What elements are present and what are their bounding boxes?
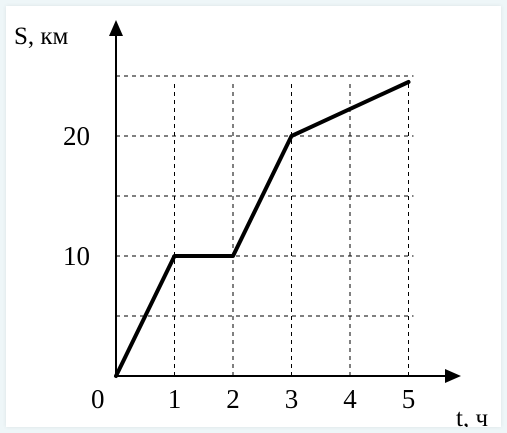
- x-axis-arrow-icon: [445, 369, 461, 383]
- chart-panel: S, км t, ч 0 1 2 3 4 5 10 20: [6, 6, 501, 432]
- x-tick-label: 3: [285, 384, 299, 414]
- labels: S, км t, ч 0 1 2 3 4 5 10 20: [14, 23, 488, 432]
- x-tick-label: 2: [226, 384, 240, 414]
- x-tick-label: 4: [343, 384, 357, 414]
- origin-label: 0: [91, 384, 105, 414]
- series-line: [114, 80, 411, 378]
- y-tick-label: 20: [63, 121, 90, 151]
- y-axis-label: S, км: [14, 23, 69, 50]
- y-tick-label: 10: [63, 241, 90, 271]
- axes: [109, 20, 461, 383]
- series: [114, 80, 411, 378]
- grid: [116, 75, 414, 376]
- x-tick-label: 1: [168, 384, 182, 414]
- x-axis-label: t, ч: [456, 405, 488, 427]
- x-tick-label: 5: [402, 384, 416, 414]
- distance-time-chart: S, км t, ч 0 1 2 3 4 5 10 20: [14, 20, 488, 432]
- y-axis-arrow-icon: [109, 20, 123, 36]
